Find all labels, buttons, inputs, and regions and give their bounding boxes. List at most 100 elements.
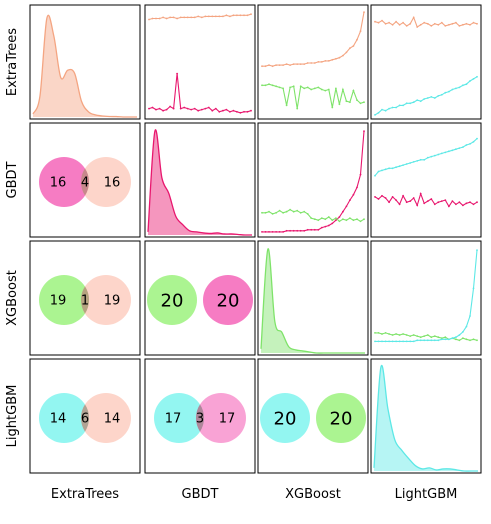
series-point-xgboost-16 (317, 219, 320, 222)
series-point-lightgbm-14 (423, 158, 426, 161)
series-point-xgboost-10 (296, 107, 299, 110)
series-point-extratrees-9 (179, 16, 182, 19)
panel-lines-gbdt-lightgbm (374, 137, 478, 208)
panel-frame-extratrees-xgboost (257, 4, 369, 120)
series-point-xgboost-26 (352, 219, 355, 222)
series-point-xgboost-21 (335, 217, 337, 220)
series-point-gbdt-5 (165, 108, 168, 111)
venn-right-count: 20 (330, 408, 353, 429)
series-point-xgboost-24 (345, 100, 348, 103)
venn-circle-xgboost (316, 393, 366, 443)
series-point-extratrees-24 (345, 51, 348, 54)
series-point-xgboost-15 (313, 87, 316, 90)
series-point-extratrees-12 (416, 26, 419, 28)
series-point-lightgbm-22 (451, 88, 454, 91)
series-point-gbdt-24 (458, 201, 461, 204)
series-point-extratrees-4 (275, 64, 277, 66)
series-point-lightgbm-22 (451, 337, 454, 340)
series-point-lightgbm-18 (437, 95, 440, 97)
venn-both-count: 1 (81, 294, 89, 309)
series-point-extratrees-8 (402, 21, 404, 24)
series-point-xgboost-16 (317, 86, 320, 89)
series-point-extratrees-29 (363, 11, 365, 14)
series-point-xgboost-8 (289, 208, 291, 211)
series-point-gbdt-1 (377, 198, 380, 200)
series-point-lightgbm-18 (437, 153, 440, 156)
series-point-lightgbm-17 (433, 339, 436, 342)
series-point-lightgbm-8 (402, 340, 404, 343)
panel-density-gbdt (147, 129, 253, 236)
series-line-xgboost (375, 332, 478, 341)
series-point-lightgbm-16 (430, 96, 433, 98)
series-point-lightgbm-9 (405, 163, 408, 165)
series-point-lightgbm-27 (469, 80, 471, 82)
panel-frame-extratrees-extratrees (29, 4, 141, 120)
row-label-extratrees: ExtraTrees (5, 28, 20, 96)
series-point-gbdt-8 (289, 229, 291, 232)
series-point-lightgbm-7 (398, 104, 401, 107)
series-point-lightgbm-28 (472, 140, 475, 143)
series-point-extratrees-25 (462, 23, 464, 26)
series-point-xgboost-14 (310, 217, 313, 220)
series-point-gbdt-11 (412, 197, 415, 199)
series-point-lightgbm-1 (377, 340, 380, 343)
venn-circle-extratrees (81, 157, 131, 207)
series-point-xgboost-28 (359, 220, 362, 223)
series-point-gbdt-4 (388, 201, 390, 204)
series-point-extratrees-9 (405, 25, 408, 27)
series-point-xgboost-20 (331, 106, 334, 109)
series-point-lightgbm-26 (465, 144, 468, 146)
series-point-gbdt-22 (338, 216, 341, 218)
series-point-gbdt-8 (402, 194, 404, 197)
series-point-lightgbm-3 (384, 340, 387, 343)
series-point-gbdt-14 (197, 109, 200, 112)
series-point-xgboost-22 (338, 220, 341, 223)
series-point-extratrees-15 (426, 22, 429, 25)
series-point-extratrees-3 (271, 65, 274, 68)
series-point-lightgbm-25 (462, 146, 464, 149)
series-point-xgboost-17 (320, 217, 323, 220)
series-point-extratrees-20 (331, 58, 334, 61)
series-point-xgboost-11 (412, 334, 415, 336)
series-point-extratrees-17 (320, 61, 323, 63)
panel-frame-gbdt-extratrees (29, 122, 141, 238)
series-point-lightgbm-23 (455, 336, 457, 339)
panel-frame-gbdt-xgboost (257, 122, 369, 238)
panel-lines-xgboost-lightgbm (374, 249, 478, 343)
series-point-gbdt-0 (148, 107, 150, 110)
panel-venn-lightgbm-extratrees: 14 14 6 (39, 393, 131, 443)
series-point-lightgbm-8 (402, 104, 404, 107)
venn-circle-extratrees (81, 393, 131, 443)
panel-frame-xgboost-gbdt (144, 240, 256, 356)
venn-right-count: 19 (104, 294, 121, 309)
series-point-extratrees-26 (352, 45, 355, 47)
series-point-extratrees-1 (151, 17, 154, 20)
venn-overlap (80, 404, 90, 432)
series-point-extratrees-18 (437, 23, 440, 26)
series-point-xgboost-15 (313, 218, 316, 221)
series-point-gbdt-19 (327, 224, 330, 227)
series-point-lightgbm-4 (388, 167, 390, 170)
series-point-gbdt-3 (271, 231, 274, 233)
series-point-gbdt-3 (158, 107, 161, 110)
series-point-xgboost-27 (356, 99, 358, 101)
panel-lines-extratrees-gbdt (148, 13, 252, 114)
series-point-lightgbm-5 (391, 167, 394, 170)
series-point-xgboost-27 (356, 218, 358, 221)
series-point-extratrees-9 (292, 63, 295, 65)
series-point-xgboost-23 (455, 338, 457, 341)
series-point-gbdt-18 (211, 109, 214, 112)
series-point-extratrees-6 (282, 64, 284, 66)
series-point-gbdt-21 (222, 109, 224, 112)
col-label-extratrees: ExtraTrees (51, 487, 119, 502)
series-point-gbdt-23 (342, 210, 344, 213)
series-point-gbdt-17 (207, 106, 210, 109)
series-line-extratrees (374, 16, 478, 28)
series-point-lightgbm-6 (395, 166, 397, 169)
venn-left-count: 19 (50, 294, 67, 309)
panel-density-xgboost (260, 248, 365, 354)
series-point-xgboost-22 (338, 103, 341, 106)
series-point-extratrees-21 (222, 15, 224, 18)
series-point-lightgbm-10 (409, 162, 412, 164)
